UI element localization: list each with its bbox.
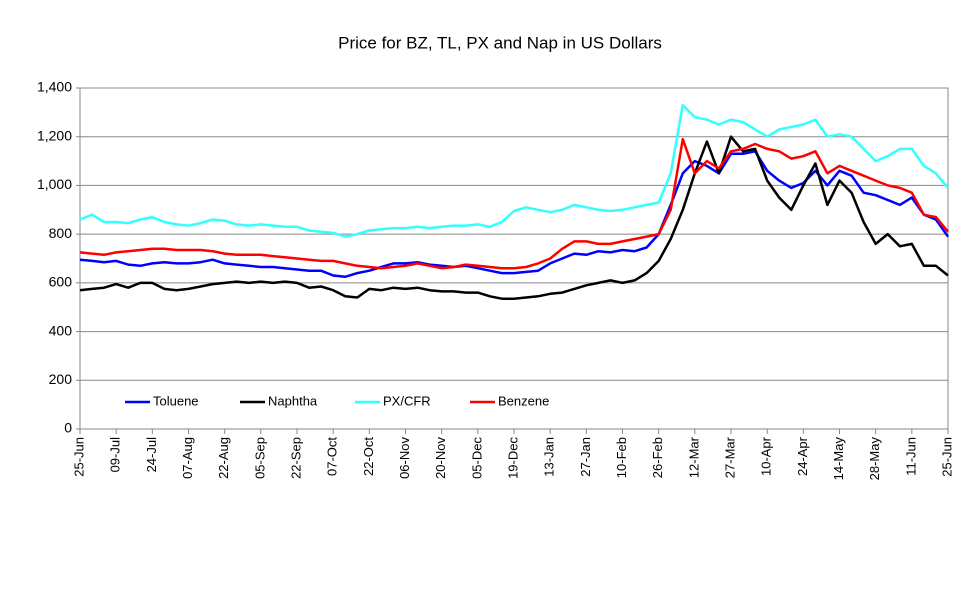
- x-tick-label: 06-Nov: [397, 437, 412, 479]
- x-tick-label: 24-Jul: [144, 437, 159, 473]
- x-tick-label: 26-Feb: [650, 437, 665, 478]
- x-tick-label: 22-Sep: [288, 437, 303, 479]
- legend-label: Naphtha: [268, 393, 318, 408]
- y-tick-label: 200: [49, 371, 73, 387]
- y-tick-label: 800: [49, 225, 73, 241]
- series-line: [79, 103, 949, 238]
- x-tick-label: 19-Dec: [505, 437, 520, 479]
- x-tick-label: 22-Aug: [216, 437, 231, 479]
- x-tick-label: 22-Oct: [361, 437, 376, 476]
- x-tick-label: 13-Jan: [542, 437, 557, 477]
- x-tick-label: 27-Mar: [722, 436, 737, 478]
- legend-label: Benzene: [498, 393, 549, 408]
- series-line: [79, 135, 949, 300]
- x-tick-label: 09-Jul: [108, 437, 123, 473]
- x-tick-label: 12-Mar: [686, 436, 701, 478]
- series-line: [79, 137, 949, 270]
- y-tick-label: 600: [49, 274, 73, 290]
- x-tick-label: 07-Oct: [325, 437, 340, 476]
- x-tick-label: 05-Sep: [252, 437, 267, 479]
- x-tick-label: 14-May: [831, 437, 846, 481]
- x-tick-label: 25-Jun: [71, 437, 86, 477]
- legend-label: Toluene: [153, 393, 199, 408]
- y-tick-label: 0: [64, 420, 72, 436]
- x-tick-label: 07-Aug: [180, 437, 195, 479]
- y-tick-label: 1,200: [37, 127, 72, 143]
- y-tick-label: 1,400: [37, 79, 72, 95]
- x-tick-label: 25-Jun: [939, 437, 954, 477]
- x-tick-label: 20-Nov: [433, 437, 448, 479]
- x-tick-label: 11-Jun: [903, 437, 918, 476]
- chart-title: Price for BZ, TL, PX and Nap in US Dolla…: [338, 33, 662, 52]
- legend-label: PX/CFR: [383, 393, 431, 408]
- x-tick-label: 10-Feb: [614, 437, 629, 478]
- x-tick-label: 24-Apr: [795, 436, 810, 476]
- x-tick-label: 10-Apr: [759, 436, 774, 476]
- x-tick-label: 27-Jan: [578, 437, 593, 477]
- x-tick-label: 28-May: [867, 437, 882, 481]
- y-tick-label: 400: [49, 322, 73, 338]
- x-tick-label: 05-Dec: [469, 437, 484, 479]
- y-tick-label: 1,000: [37, 176, 72, 192]
